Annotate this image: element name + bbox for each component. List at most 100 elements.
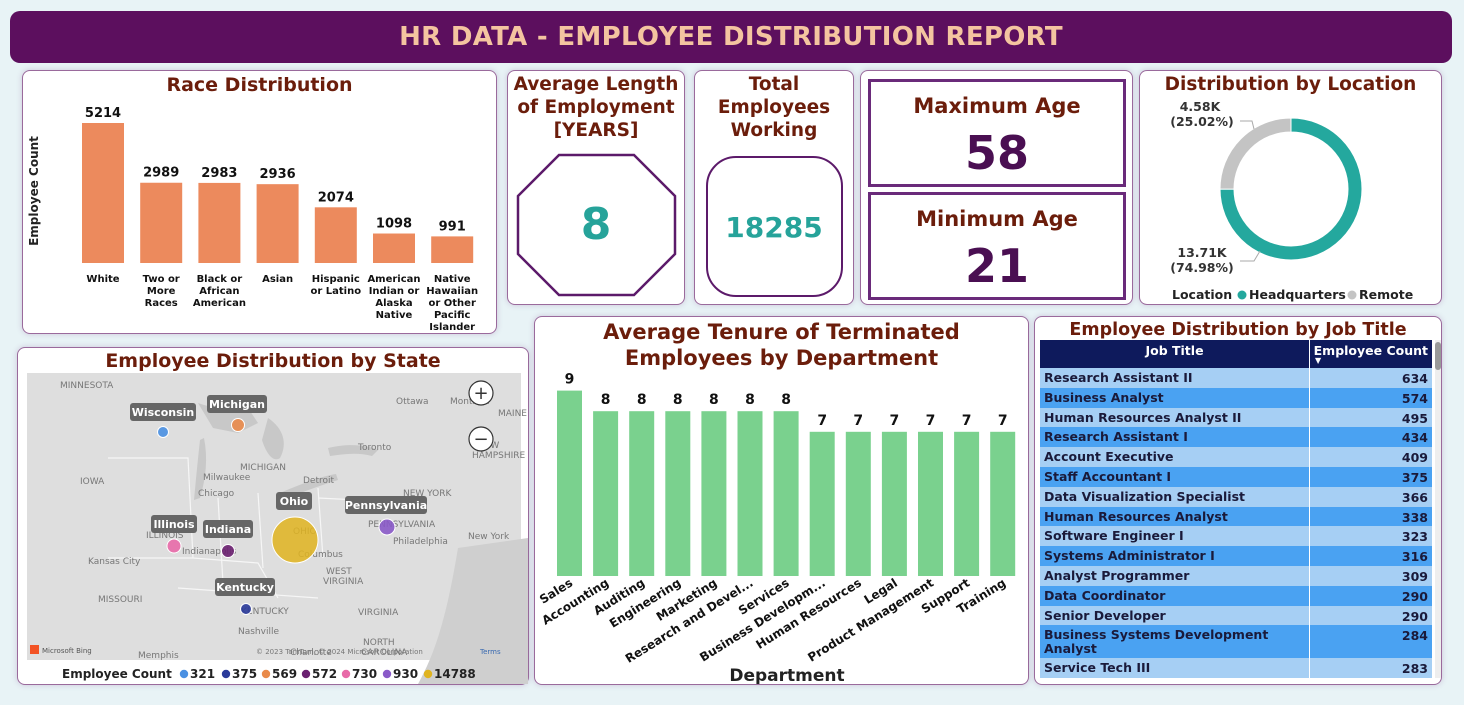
state-bubble[interactable] [157, 426, 169, 438]
total-employees-title-line: Working [730, 120, 818, 141]
report-header: HR DATA - EMPLOYEE DISTRIBUTION REPORT [10, 11, 1452, 63]
table-row[interactable]: Account Executive 409 [1040, 447, 1432, 467]
map-place-label: VIRGINIA [358, 608, 399, 618]
map-legend-swatch [301, 669, 311, 679]
zoom-in-button[interactable] [468, 380, 494, 406]
table-row[interactable]: Research Assistant II 634 [1040, 368, 1432, 388]
map-legend-label[interactable]: 14788 [434, 667, 476, 681]
map-place-label: Charlotte [290, 648, 332, 658]
tenure-bar[interactable] [593, 411, 619, 576]
tenure-bar[interactable] [809, 431, 835, 576]
job-title-cell: Account Executive [1044, 449, 1174, 465]
zoom-out-button[interactable] [468, 426, 494, 452]
tenure-card[interactable]: Average Tenure of Terminated Employees b… [534, 316, 1029, 685]
cell-divider [1309, 625, 1310, 659]
state-tag [151, 515, 197, 533]
state-bubble[interactable] [240, 603, 252, 615]
tenure-bar[interactable] [557, 390, 582, 576]
map-legend-label[interactable]: 569 [272, 667, 297, 681]
map-attribution: © 2023 TomTom, © 2024 Microsoft Corporat… [256, 648, 423, 656]
table-scrollbar[interactable] [1435, 340, 1441, 678]
employee-count-cell: 366 [1401, 489, 1428, 505]
state-map[interactable]: MINNESOTAOttawaMontrealMAINENEWHAMPSHIRE… [18, 348, 528, 684]
state-map-card[interactable]: Employee Distribution by State MINNESOTA… [17, 347, 529, 685]
scrollbar-thumb[interactable] [1435, 342, 1441, 370]
race-bar[interactable] [431, 236, 474, 263]
state-tag-label: Ohio [280, 495, 309, 508]
donut-slice[interactable] [1219, 117, 1363, 261]
table-row[interactable]: Business Analyst 574 [1040, 387, 1432, 408]
race-distribution-card[interactable]: Race Distribution Employee Count 5214 Whit… [22, 70, 497, 334]
map-place-label: Kansas City [88, 557, 141, 567]
octagon-frame [516, 153, 677, 297]
race-bar[interactable] [140, 182, 183, 263]
race-bar[interactable] [82, 123, 124, 263]
table-row[interactable]: Human Resources Analyst 338 [1040, 506, 1432, 527]
legend-hq-swatch [1237, 290, 1247, 300]
state-bubble[interactable] [378, 518, 396, 536]
race-category-label: Two or [143, 274, 180, 285]
race-data-label: 2983 [201, 166, 237, 181]
map-terms-link[interactable]: Terms [479, 648, 501, 656]
race-category-label: Indian or [369, 286, 420, 297]
table-row[interactable]: Service Tech III 283 [1040, 658, 1432, 678]
tenure-data-label: 7 [817, 413, 827, 429]
state-border [217, 497, 224, 584]
race-bar[interactable] [314, 207, 357, 263]
legend-hq-label[interactable]: Headquarters [1249, 287, 1346, 302]
table-row[interactable]: Software Engineer I 323 [1040, 526, 1432, 547]
table-row[interactable]: Data Visualization Specialist 366 [1040, 486, 1432, 507]
table-row[interactable]: Research Assistant I 434 [1040, 427, 1432, 448]
map-place-label: New York [468, 532, 510, 542]
employee-count-cell: 323 [1401, 529, 1428, 545]
table-row[interactable]: Systems Administrator I 316 [1040, 546, 1432, 566]
map-place-label: MINNESOTA [60, 381, 114, 391]
tenure-data-label: 7 [926, 413, 936, 429]
state-bubble[interactable] [271, 516, 319, 564]
tenure-bar[interactable] [881, 431, 907, 576]
tenure-bar[interactable] [629, 411, 655, 576]
state-bubble[interactable] [221, 544, 235, 558]
job-title-cell: Business Systems Development Analyst [1044, 627, 1269, 657]
tenure-data-label: 8 [781, 392, 791, 408]
tenure-bar[interactable] [773, 411, 799, 576]
state-tag [345, 496, 427, 514]
tenure-bar[interactable] [954, 431, 980, 576]
map-legend-label[interactable]: 572 [312, 667, 337, 681]
table-row[interactable]: Data Coordinator 290 [1040, 585, 1432, 606]
state-bubble[interactable] [166, 538, 182, 554]
job-title-cell: Service Tech III [1044, 660, 1151, 676]
cell-divider [1309, 467, 1310, 487]
state-bubble[interactable] [231, 418, 245, 432]
job-title-card[interactable]: Employee Distribution by Job Title Job T… [1034, 316, 1442, 685]
tenure-bar[interactable] [845, 431, 871, 576]
legend-remote-label[interactable]: Remote [1359, 287, 1413, 302]
map-legend-label[interactable]: 321 [190, 667, 215, 681]
cell-divider [1309, 427, 1310, 448]
map-place-label: VIRGINIA [323, 577, 364, 587]
map-legend-label[interactable]: 730 [352, 667, 377, 681]
map-legend-label[interactable]: 375 [232, 667, 257, 681]
race-bar[interactable] [198, 182, 241, 263]
race-category-label: American [193, 298, 246, 309]
map-legend-label[interactable]: 930 [393, 667, 418, 681]
tenure-title-line: Average Tenure of Terminated [603, 320, 960, 344]
tenure-bar[interactable] [737, 411, 763, 576]
race-bar[interactable] [256, 184, 299, 263]
location-card[interactable]: Distribution by Location 4.58K (25.02%) 13… [1139, 70, 1442, 305]
tenure-bar[interactable] [918, 431, 943, 576]
tenure-bar[interactable] [701, 411, 727, 576]
table-row[interactable]: Human Resources Analyst II 495 [1040, 407, 1432, 428]
table-row[interactable]: Analyst Programmer 309 [1040, 566, 1432, 586]
donut-slice[interactable] [1219, 117, 1292, 190]
column-header-employee-count[interactable]: Employee Count [1313, 343, 1428, 358]
tenure-bar[interactable] [990, 431, 1016, 576]
job-title-table[interactable]: Job Title Employee Count ▼ Research Assi… [1040, 340, 1432, 678]
table-row[interactable]: Business Systems Development Analyst 284 [1040, 625, 1432, 659]
table-row[interactable]: Senior Developer 290 [1040, 605, 1432, 626]
column-header-job-title[interactable]: Job Title [1145, 343, 1204, 358]
race-bar[interactable] [373, 233, 415, 263]
table-row[interactable]: Staff Accountant I 375 [1040, 467, 1432, 487]
lake-ontario [328, 445, 378, 456]
tenure-bar[interactable] [665, 411, 691, 576]
